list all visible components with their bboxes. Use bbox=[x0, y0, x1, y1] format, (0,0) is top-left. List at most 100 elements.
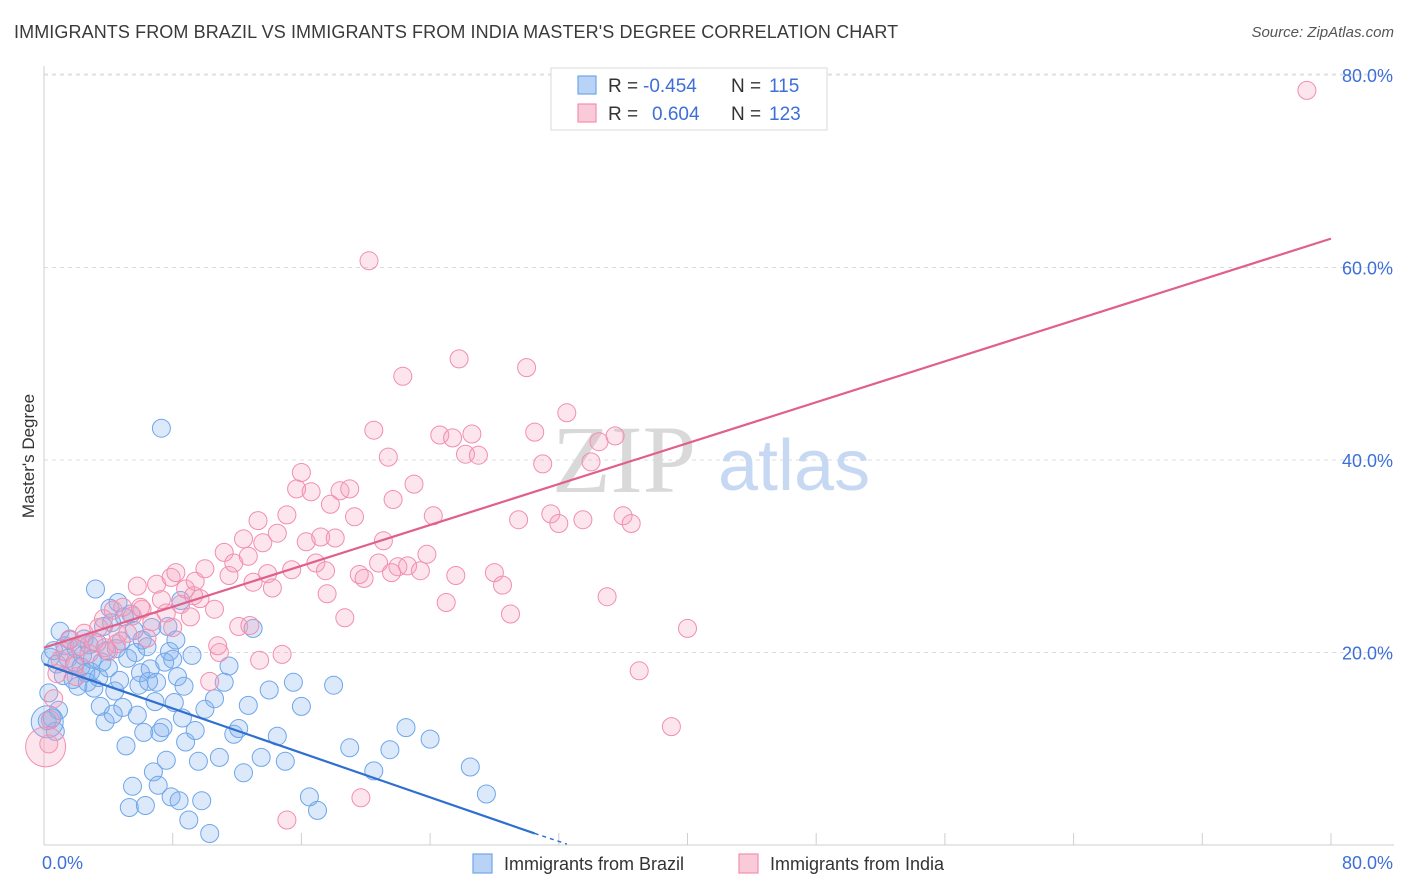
brazil-point bbox=[243, 618, 263, 638]
india-point bbox=[184, 586, 204, 606]
india-point bbox=[330, 481, 350, 501]
brazil-point bbox=[238, 695, 258, 715]
india-point bbox=[1297, 80, 1317, 100]
india-point bbox=[317, 584, 337, 604]
india-point bbox=[417, 544, 437, 564]
legend-r-value-brazil: -0.454 bbox=[643, 76, 697, 97]
brazil-point bbox=[103, 704, 123, 724]
brazil-point bbox=[153, 718, 173, 738]
india-point bbox=[629, 661, 649, 681]
brazil-point bbox=[139, 671, 159, 691]
india-point bbox=[180, 607, 200, 627]
india-point bbox=[301, 482, 321, 502]
india-point bbox=[208, 636, 228, 656]
india-point bbox=[195, 559, 215, 579]
india-point bbox=[176, 579, 196, 599]
brazil-point bbox=[163, 649, 183, 669]
india-point bbox=[345, 507, 364, 527]
brazil-point bbox=[185, 721, 205, 740]
brazil-point bbox=[460, 757, 480, 777]
brazil-point bbox=[174, 676, 194, 696]
brazil-point bbox=[142, 618, 162, 637]
india-point bbox=[661, 717, 681, 737]
india-point bbox=[443, 428, 463, 448]
india-point bbox=[163, 618, 183, 637]
india-point bbox=[234, 529, 253, 549]
india-point bbox=[240, 616, 260, 635]
india-point bbox=[185, 571, 205, 591]
india-point bbox=[398, 556, 418, 576]
india-point bbox=[557, 403, 577, 423]
india-point bbox=[316, 561, 335, 581]
india-point bbox=[205, 599, 224, 619]
brazil-point bbox=[420, 729, 440, 749]
india-point bbox=[501, 604, 520, 624]
brazil-point bbox=[308, 800, 327, 820]
india-point bbox=[127, 576, 147, 596]
india-point bbox=[166, 563, 186, 583]
india-point bbox=[468, 445, 488, 465]
india-point bbox=[410, 561, 430, 581]
india-point bbox=[272, 644, 292, 664]
brazil-point bbox=[179, 810, 199, 830]
brazil-point bbox=[134, 722, 154, 742]
trendlines bbox=[43, 237, 1332, 845]
india-point bbox=[209, 643, 229, 662]
brazil-point bbox=[188, 751, 208, 771]
watermark: ZIP atlas bbox=[552, 406, 870, 513]
india-point bbox=[137, 628, 157, 648]
brazil-point bbox=[123, 776, 142, 796]
legend-n-value-brazil: 115 bbox=[769, 76, 799, 97]
india-point bbox=[262, 578, 282, 598]
india-point bbox=[621, 514, 641, 533]
india-point bbox=[383, 490, 403, 509]
india-point bbox=[325, 528, 345, 548]
watermark-atlas: atlas bbox=[718, 426, 870, 506]
brazil-point bbox=[156, 750, 176, 770]
india-point bbox=[250, 650, 270, 670]
india-point bbox=[597, 587, 617, 607]
india-point bbox=[436, 593, 456, 612]
india-point bbox=[267, 523, 287, 543]
series-india-points bbox=[25, 80, 1317, 830]
tick-labels: 20.0% 40.0% 60.0% 80.0% 0.0% 80.0% bbox=[42, 66, 1393, 873]
brazil-point bbox=[155, 652, 175, 672]
india-point bbox=[335, 608, 355, 628]
y-axis-label: Master's Degree bbox=[19, 394, 38, 518]
india-point bbox=[613, 506, 633, 526]
legend-r-label-india: R = bbox=[608, 104, 638, 125]
india-point bbox=[200, 671, 220, 691]
india-point bbox=[589, 432, 609, 452]
legend-swatch-brazil bbox=[577, 75, 597, 95]
brazil-point bbox=[205, 689, 224, 709]
india-point bbox=[378, 447, 398, 467]
chart-source: Source: ZipAtlas.com bbox=[1251, 24, 1394, 41]
india-point bbox=[369, 553, 389, 573]
bottom-legend-label-brazil: Immigrants from Brazil bbox=[504, 854, 684, 874]
india-point bbox=[449, 349, 469, 369]
legend-box bbox=[550, 67, 828, 131]
brazil-point bbox=[110, 670, 130, 690]
brazil-point bbox=[116, 736, 136, 756]
india-point bbox=[541, 504, 561, 524]
y-tick-label: 60.0% bbox=[1342, 259, 1393, 279]
india-point bbox=[446, 566, 466, 585]
legend: R = -0.454 N = 115 R = 0.604 N = 123 bbox=[550, 67, 828, 131]
india-point bbox=[39, 734, 59, 754]
india-point bbox=[277, 505, 297, 525]
brazil-point bbox=[169, 791, 189, 811]
brazil-point bbox=[127, 705, 147, 725]
india-point bbox=[533, 454, 553, 474]
india-point bbox=[393, 366, 413, 386]
brazil-point bbox=[476, 784, 496, 804]
trendline-brazil-extension bbox=[534, 832, 568, 845]
india-point bbox=[359, 251, 379, 271]
india-point bbox=[131, 597, 150, 617]
india-point bbox=[296, 532, 316, 552]
india-point bbox=[581, 452, 601, 472]
india-point bbox=[25, 726, 67, 768]
india-point bbox=[462, 424, 482, 444]
bottom-legend-swatch-india bbox=[738, 853, 759, 874]
brazil-point bbox=[119, 798, 139, 817]
